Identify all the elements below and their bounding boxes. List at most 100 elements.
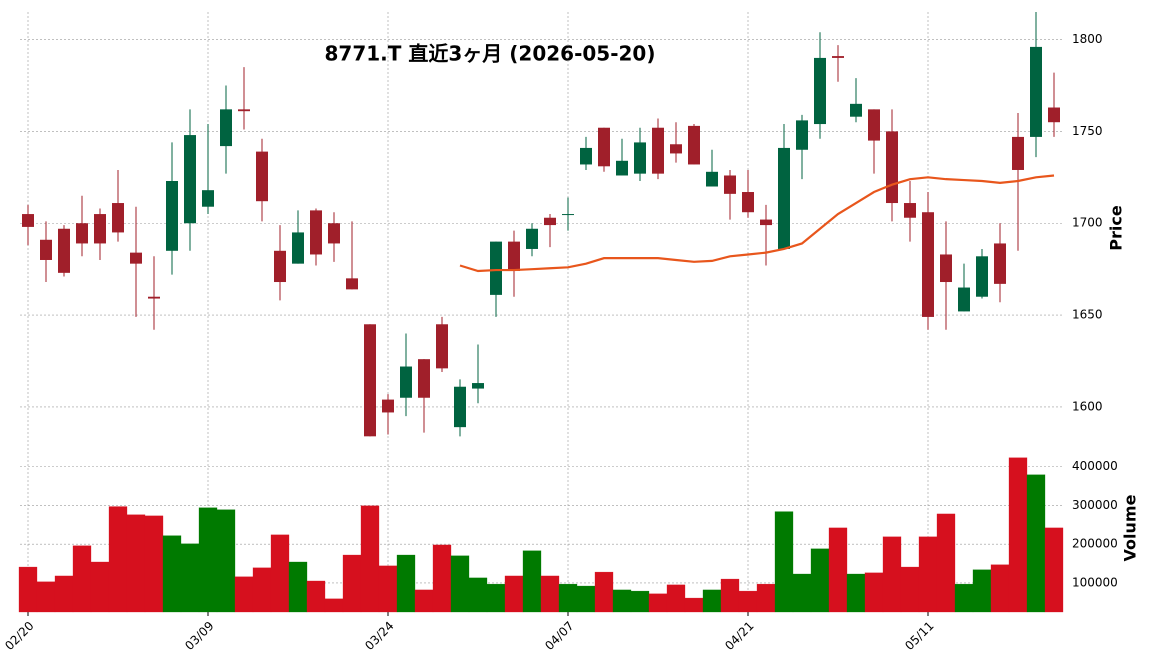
volume-bar xyxy=(414,589,434,613)
candle-body xyxy=(508,241,520,272)
volume-bar xyxy=(18,566,38,613)
volume-bar xyxy=(792,573,812,613)
candle-body xyxy=(868,109,880,141)
candle-body xyxy=(256,151,268,202)
candle-body xyxy=(238,109,250,112)
moving-average xyxy=(459,174,1055,273)
volume-bar xyxy=(864,572,884,613)
volume-bar xyxy=(72,545,92,613)
volume-bar xyxy=(468,577,488,613)
volume-bar xyxy=(486,583,506,613)
candle-body xyxy=(400,366,412,398)
volume-bar xyxy=(54,575,74,613)
volume-bar xyxy=(36,581,56,613)
candle-body xyxy=(580,147,592,165)
y-tick-label: 400000 xyxy=(1072,459,1118,473)
candle-body xyxy=(616,160,628,176)
volume-bar xyxy=(198,507,218,613)
candle-body xyxy=(904,203,916,218)
candle-body xyxy=(1030,46,1042,137)
price-axis-label: Price xyxy=(1107,205,1126,251)
volume-bar xyxy=(882,536,902,613)
candle-body xyxy=(886,131,898,204)
volume-bar xyxy=(90,561,110,613)
y-tick-label: 100000 xyxy=(1072,575,1118,589)
volume-bar xyxy=(540,575,560,613)
candle-body xyxy=(706,171,718,187)
candle-body xyxy=(526,228,538,249)
candle-body xyxy=(346,278,358,290)
candle-body xyxy=(940,254,952,283)
volume-bar xyxy=(810,548,830,613)
candle-body xyxy=(976,256,988,297)
volume-bar xyxy=(360,505,380,613)
candle-body xyxy=(76,223,88,244)
candle-body xyxy=(598,127,610,167)
volume-bar xyxy=(558,583,578,613)
volume-bar xyxy=(1044,527,1064,613)
candle-body xyxy=(850,103,862,117)
x-tick-label: 03/09 xyxy=(182,619,216,653)
candle-body xyxy=(202,190,214,207)
candle-body xyxy=(1048,107,1060,123)
volume-bar xyxy=(738,590,758,613)
candle-body xyxy=(382,399,394,413)
candle-body xyxy=(688,125,700,165)
volume-bar xyxy=(702,589,722,613)
volume-bar xyxy=(1026,474,1046,613)
x-tick-label: 03/24 xyxy=(362,619,396,653)
volume-bar xyxy=(846,573,866,613)
candle-body xyxy=(436,324,448,369)
volume-bar xyxy=(594,571,614,613)
volume-bar xyxy=(576,585,596,613)
volume-bar xyxy=(504,575,524,613)
volume-bar xyxy=(162,535,182,613)
candle-body xyxy=(634,142,646,174)
y-tick-label: 1650 xyxy=(1072,308,1103,322)
candle-body xyxy=(958,287,970,312)
x-tick-label: 04/21 xyxy=(722,619,756,653)
candle-body xyxy=(562,214,574,216)
volume-bar xyxy=(648,593,668,613)
volume-bar xyxy=(378,565,398,613)
volume-bar xyxy=(900,566,920,613)
volume-bar xyxy=(756,583,776,613)
candle-body xyxy=(796,120,808,150)
volume-bar xyxy=(720,578,740,613)
volume-bar xyxy=(270,534,290,613)
y-tick-label: 1750 xyxy=(1072,124,1103,138)
candle-body xyxy=(40,239,52,260)
y-tick-label: 200000 xyxy=(1072,537,1118,551)
volume-bar xyxy=(1008,457,1028,613)
volume-bar xyxy=(666,584,686,613)
volume-bar xyxy=(126,514,146,613)
candle-body xyxy=(148,296,160,299)
x-tick-label: 02/20 xyxy=(2,619,36,653)
volume-bar xyxy=(522,550,542,613)
y-tick-label: 1700 xyxy=(1072,216,1103,230)
x-tick-label: 04/07 xyxy=(542,619,576,653)
candle-body xyxy=(328,223,340,244)
volume-axis-label: Volume xyxy=(1121,494,1140,561)
candle-body xyxy=(472,383,484,389)
y-tick-label: 300000 xyxy=(1072,498,1118,512)
x-tick-label: 05/11 xyxy=(902,619,936,653)
volume-bar xyxy=(774,511,794,613)
candle-body xyxy=(922,212,934,317)
volume-bar xyxy=(936,513,956,613)
candle-body xyxy=(220,109,232,147)
candle-body xyxy=(544,217,556,226)
candle-body xyxy=(778,147,790,249)
candle-body xyxy=(22,214,34,227)
candle-body xyxy=(418,359,430,398)
volume-bar xyxy=(828,527,848,613)
volume-bar xyxy=(684,597,704,613)
candle-body xyxy=(832,56,844,58)
volume-bar xyxy=(144,515,164,613)
volume-bar xyxy=(954,583,974,613)
candle-body xyxy=(58,228,70,273)
y-tick-label: 1600 xyxy=(1072,399,1103,413)
candle-body xyxy=(310,210,322,255)
volume-bar xyxy=(612,589,632,613)
